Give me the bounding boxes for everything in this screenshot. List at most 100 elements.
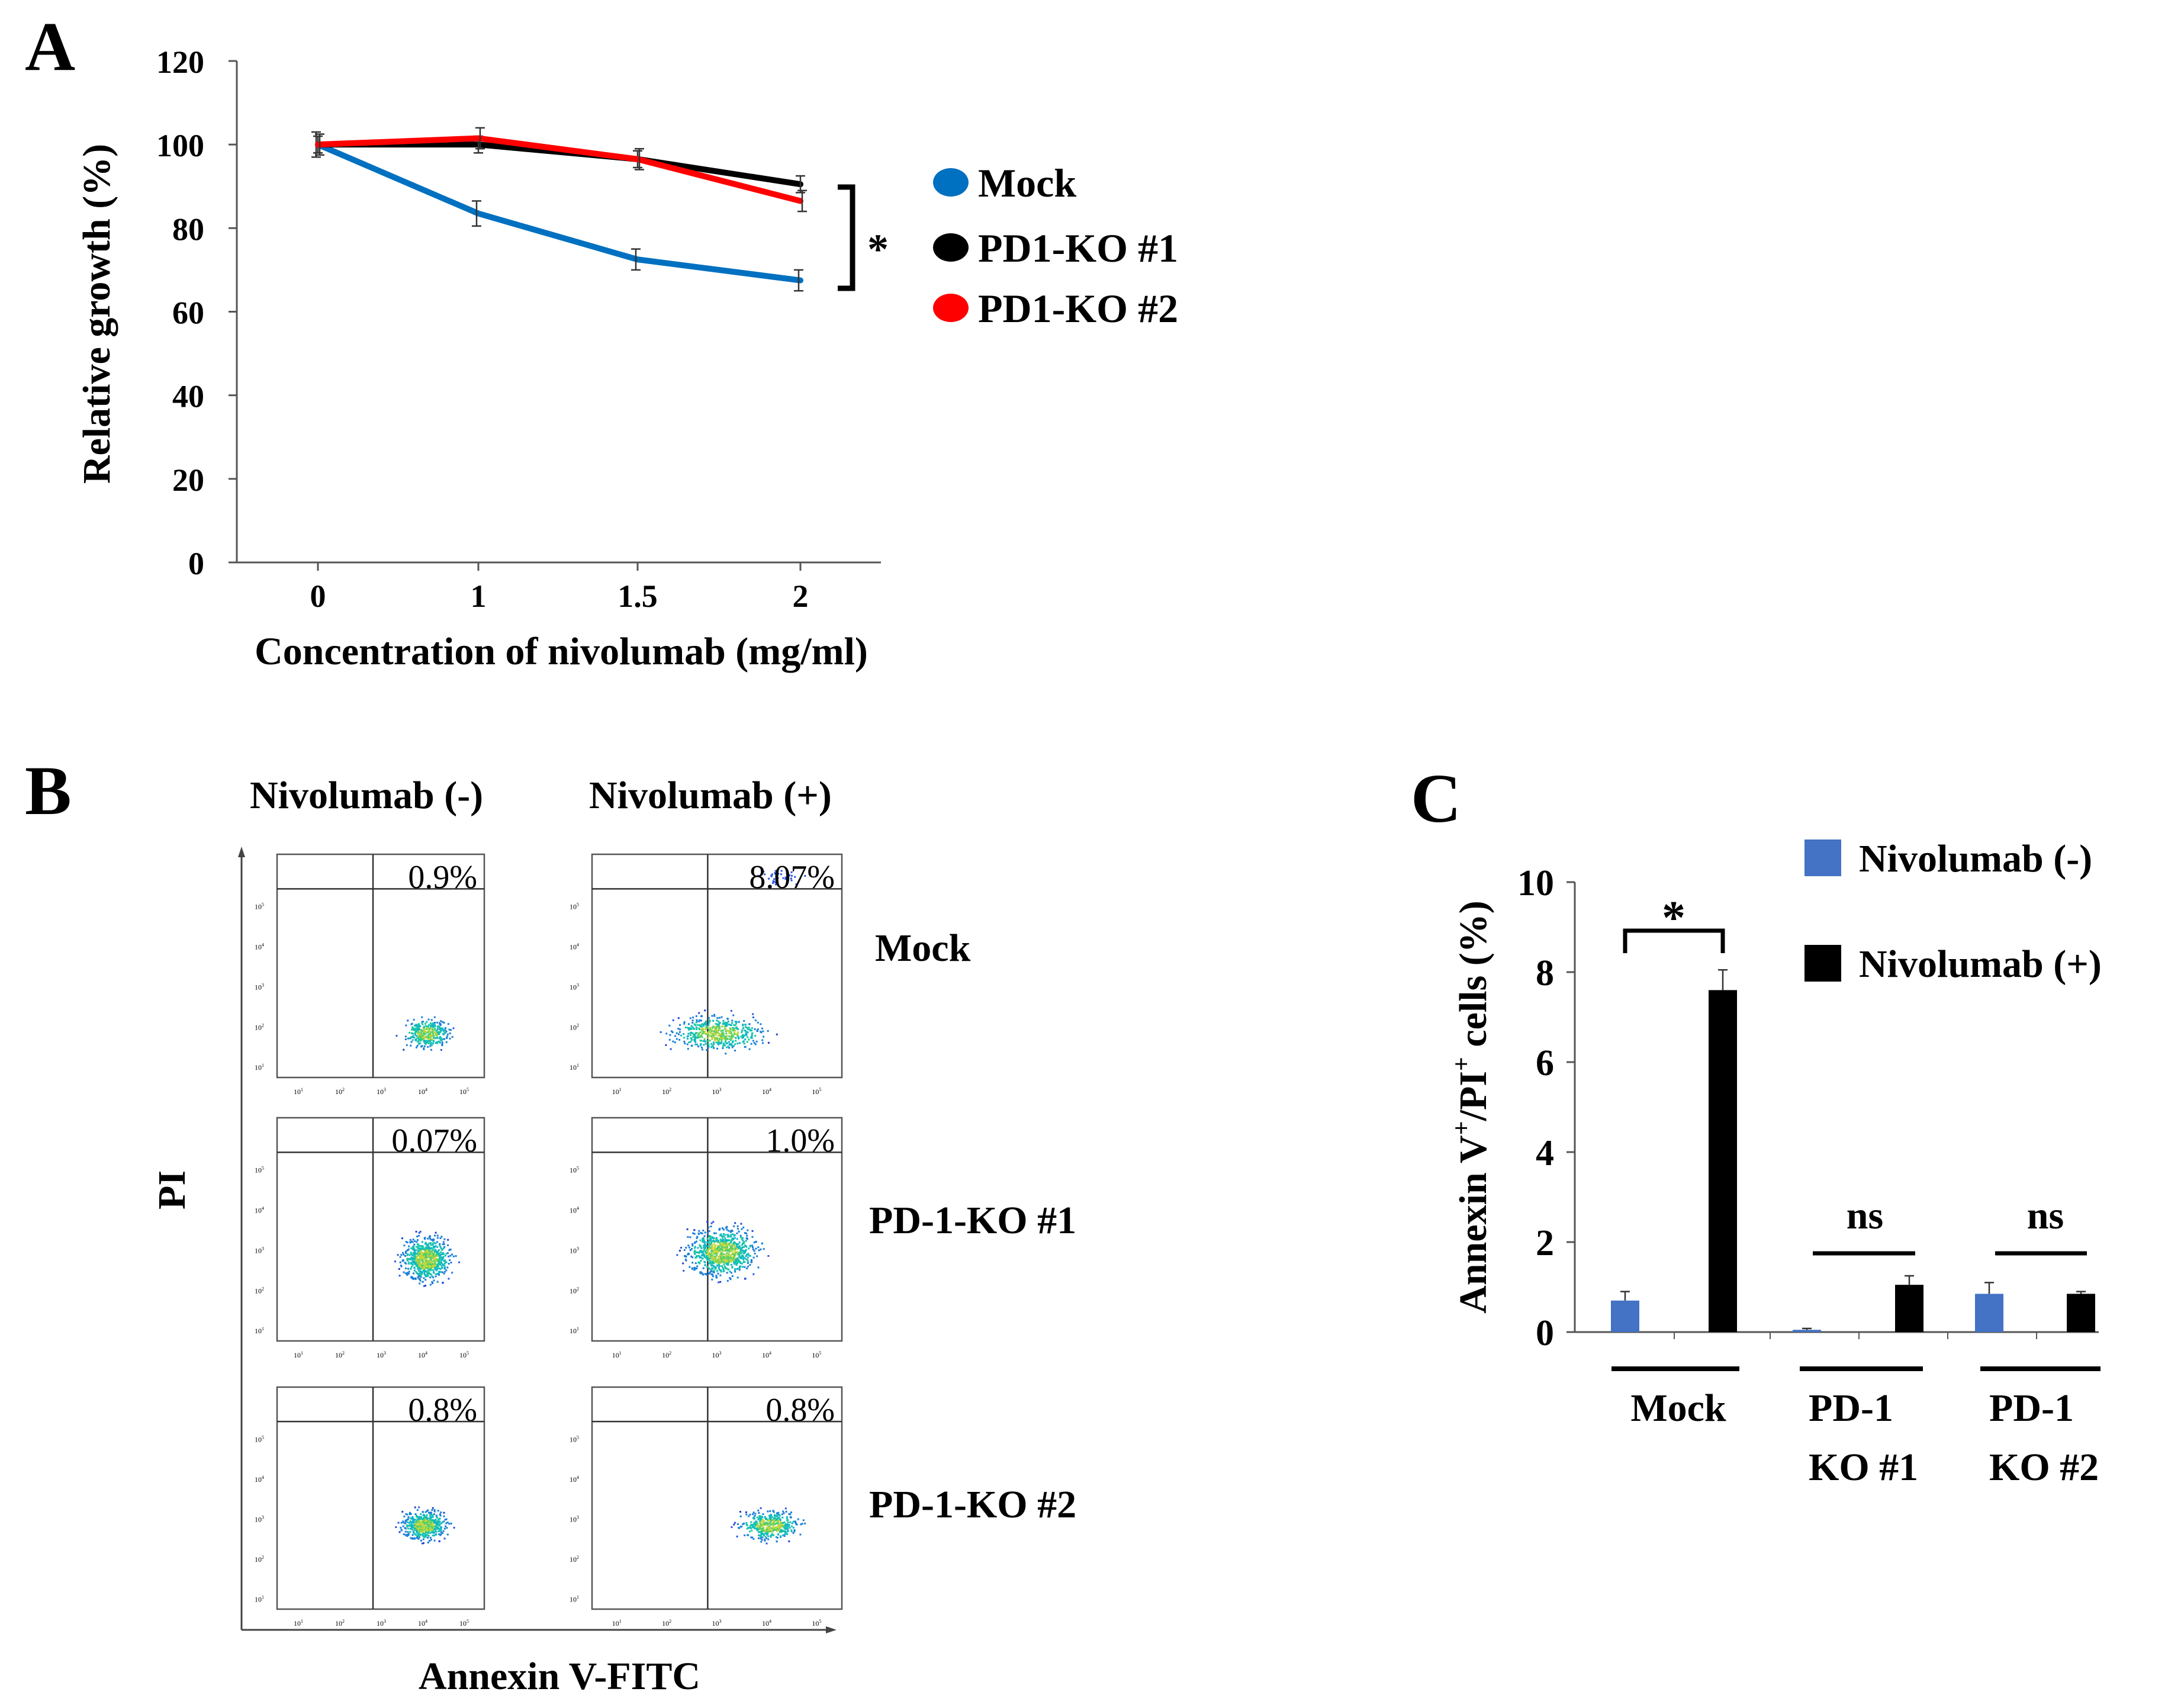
flow-event (759, 1520, 761, 1522)
flow-y-tick-label: 103 (255, 982, 264, 991)
flow-event (436, 1520, 439, 1522)
flow-event (713, 1242, 715, 1244)
flow-event (701, 1030, 703, 1032)
flow-event (751, 1529, 753, 1532)
flow-event (714, 1244, 716, 1246)
flow-event (400, 1254, 403, 1256)
flow-event (424, 1241, 427, 1244)
flow-event (426, 1041, 428, 1044)
flow-event (784, 1530, 786, 1533)
flow-event (695, 1240, 697, 1243)
flow-event (733, 1234, 735, 1237)
flow-event (417, 1519, 419, 1521)
flow-event (765, 1537, 767, 1539)
flow-event (430, 1516, 433, 1519)
flow-event (773, 1534, 775, 1536)
flow-event (419, 1042, 421, 1044)
flow-event (712, 1019, 715, 1022)
flow-event (729, 1028, 732, 1031)
flow-event (730, 1024, 732, 1026)
flow-event (438, 1033, 440, 1035)
flow-event (422, 1281, 424, 1283)
flow-event (432, 1028, 434, 1031)
flow-event (711, 1250, 713, 1252)
flow-event (704, 1009, 706, 1012)
flow-event (722, 1019, 725, 1022)
flow-event (739, 1042, 741, 1044)
flow-event (732, 1252, 734, 1255)
flow-event (417, 1247, 419, 1250)
flow-event (438, 1270, 440, 1273)
flow-event (428, 1035, 430, 1038)
flow-event (419, 1525, 422, 1527)
flow-event (714, 1246, 716, 1248)
flow-event (718, 1025, 720, 1028)
c-group-label: Mock (1630, 1387, 1726, 1430)
flow-event (410, 1240, 413, 1243)
flow-event (404, 1267, 407, 1269)
flow-event (711, 1278, 713, 1281)
flow-event (416, 1253, 419, 1255)
flow-event (690, 1044, 693, 1047)
flow-event (707, 1043, 710, 1045)
flow-event (786, 1533, 789, 1535)
flow-event (720, 1265, 723, 1268)
flow-event (731, 1238, 734, 1240)
flow-event (720, 1251, 723, 1253)
flow-event (736, 1261, 739, 1263)
flow-event (418, 1028, 420, 1030)
flow-event (721, 1242, 723, 1244)
flow-event (438, 1268, 440, 1270)
flow-event (400, 1265, 403, 1268)
flow-event (441, 1532, 443, 1534)
flow-event (736, 1238, 738, 1240)
flow-event (742, 1259, 745, 1261)
flow-event (432, 1516, 434, 1518)
flow-event (744, 1266, 746, 1268)
flow-event (749, 1030, 751, 1032)
flow-event (711, 1028, 713, 1031)
flow-event (740, 1223, 742, 1225)
flow-event (735, 1032, 737, 1035)
flow-event (402, 1252, 404, 1254)
flow-event (716, 1039, 719, 1041)
flow-event (443, 1246, 446, 1248)
flow-event (432, 1535, 434, 1537)
flow-event (725, 1259, 728, 1261)
flow-event (411, 1516, 414, 1518)
flow-event (720, 1244, 722, 1246)
flow-event (771, 1516, 773, 1518)
flow-event (735, 1247, 737, 1250)
flow-x-tick-label: 103 (712, 1087, 722, 1096)
flow-event (776, 1526, 778, 1529)
flow-event (433, 1257, 435, 1259)
flow-event (424, 1523, 426, 1526)
flow-event (736, 1021, 738, 1023)
flow-event (716, 1262, 718, 1264)
flow-event (437, 1510, 439, 1512)
flow-event (429, 1255, 432, 1257)
flow-event (680, 1246, 683, 1249)
flow-event (424, 1522, 426, 1524)
flow-event (444, 1255, 446, 1257)
panel-a-x-axis-title: Concentration of nivolumab (mg/ml) (255, 630, 868, 673)
flow-y-axis-title: PI (150, 1170, 194, 1210)
flow-event (700, 1034, 702, 1037)
flow-event (693, 1253, 696, 1255)
flow-event (424, 1274, 427, 1276)
flow-event (709, 1260, 712, 1262)
flow-y-tick-label: 101 (255, 1063, 264, 1072)
flow-event (436, 1281, 439, 1283)
panel-c-letter: C (1411, 760, 1461, 837)
flow-event (395, 1035, 398, 1037)
flow-event (726, 1252, 728, 1254)
flow-event (765, 1532, 767, 1535)
flow-event (411, 1263, 413, 1265)
flow-event (430, 1257, 433, 1259)
flow-event (417, 1537, 420, 1540)
flow-event (776, 1519, 778, 1521)
flow-event (716, 1027, 719, 1029)
flow-event (749, 1255, 751, 1257)
flow-event (443, 1038, 446, 1040)
flow-event (687, 1023, 690, 1025)
